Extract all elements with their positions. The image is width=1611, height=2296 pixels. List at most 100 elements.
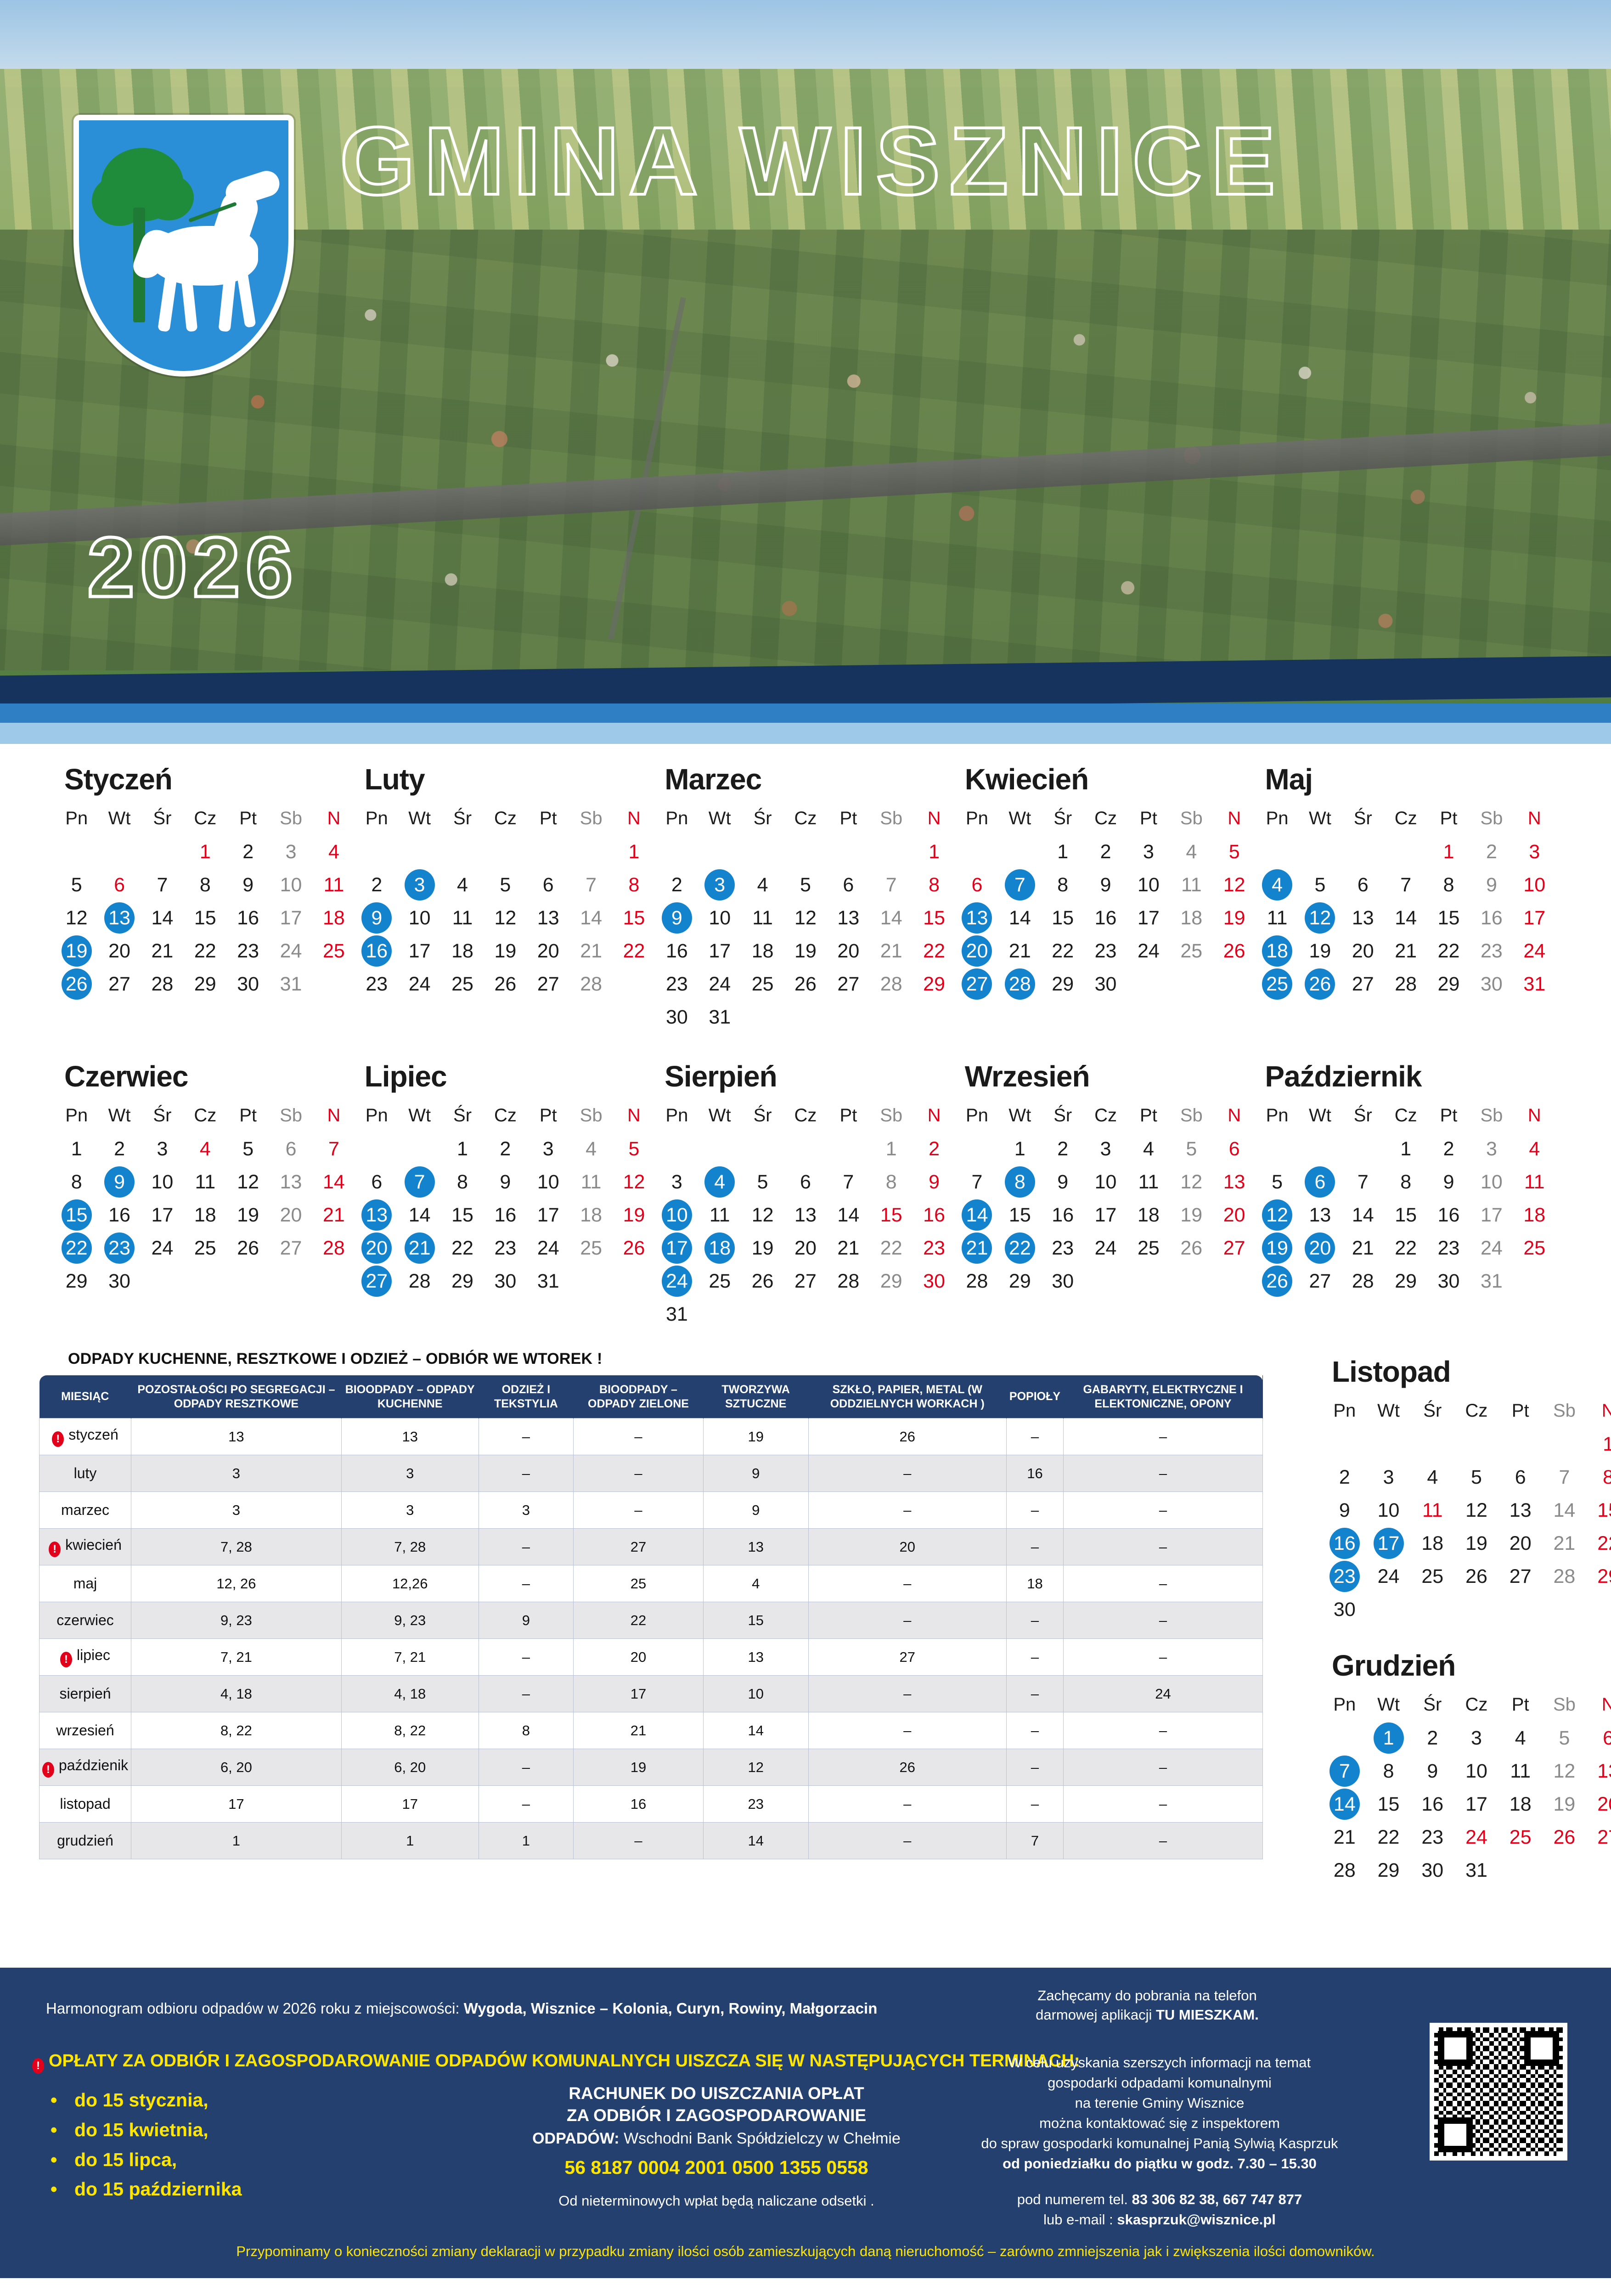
day-cell[interactable]: 10 xyxy=(1465,1760,1487,1782)
day-cell[interactable]: 29 xyxy=(1437,973,1460,995)
day-cell[interactable]: 16 xyxy=(1323,1527,1367,1560)
day-cell[interactable]: 30 xyxy=(923,1270,946,1292)
day-cell[interactable]: 2 xyxy=(929,1138,940,1160)
day-cell[interactable]: 11 xyxy=(1138,1171,1159,1193)
day-cell[interactable]: 5 xyxy=(242,1138,254,1160)
day-cell[interactable]: 5 xyxy=(1559,1727,1570,1749)
day-cell[interactable]: 5 xyxy=(1228,841,1240,863)
day-cell[interactable]: 2 xyxy=(1486,841,1497,863)
day-cell[interactable]: 1 xyxy=(1443,841,1454,863)
day-cell[interactable]: 2 xyxy=(1427,1727,1438,1749)
day-cell[interactable]: 26 xyxy=(494,973,517,995)
day-cell[interactable]: 20 xyxy=(1597,1793,1611,1815)
day-cell[interactable]: 18 xyxy=(194,1204,216,1226)
day-cell[interactable]: 28 xyxy=(837,1270,860,1292)
day-cell[interactable]: 4 xyxy=(1427,1466,1438,1488)
day-cell[interactable]: 24 xyxy=(537,1237,559,1259)
day-cell[interactable]: 7 xyxy=(971,1171,983,1193)
day-cell[interactable]: 23 xyxy=(1437,1237,1460,1259)
day-cell[interactable]: 20 xyxy=(108,940,130,962)
day-cell[interactable]: 6 xyxy=(1228,1138,1240,1160)
day-cell[interactable]: 17 xyxy=(655,1232,698,1265)
day-cell[interactable]: 9 xyxy=(1443,1171,1454,1193)
day-cell[interactable]: 21 xyxy=(580,940,603,962)
day-cell[interactable]: 18 xyxy=(1180,907,1203,929)
day-cell[interactable]: 13 xyxy=(1352,907,1374,929)
day-cell[interactable]: 3 xyxy=(698,868,741,901)
day-cell[interactable]: 15 xyxy=(1377,1793,1400,1815)
day-cell[interactable]: 18 xyxy=(1523,1204,1546,1226)
day-cell[interactable]: 30 xyxy=(1094,973,1117,995)
day-cell[interactable]: 25 xyxy=(1180,940,1203,962)
day-cell[interactable]: 17 xyxy=(280,907,302,929)
day-cell[interactable]: 28 xyxy=(580,973,603,995)
day-cell[interactable]: 27 xyxy=(794,1270,817,1292)
day-cell[interactable]: 22 xyxy=(55,1232,98,1265)
day-cell[interactable]: 11 xyxy=(580,1171,602,1193)
day-cell[interactable]: 7 xyxy=(398,1165,441,1199)
day-cell[interactable]: 14 xyxy=(1352,1204,1374,1226)
day-cell[interactable]: 3 xyxy=(671,1171,682,1193)
day-cell[interactable]: 13 xyxy=(98,901,141,934)
day-cell[interactable]: 5 xyxy=(1186,1138,1197,1160)
day-cell[interactable]: 21 xyxy=(151,940,174,962)
day-cell[interactable]: 19 xyxy=(1465,1532,1487,1554)
day-cell[interactable]: 3 xyxy=(1383,1466,1394,1488)
day-cell[interactable]: 20 xyxy=(1299,1232,1341,1265)
day-cell[interactable]: 19 xyxy=(1553,1793,1576,1815)
day-cell[interactable]: 9 xyxy=(1100,874,1111,896)
day-cell[interactable]: 19 xyxy=(1256,1232,1298,1265)
day-cell[interactable]: 9 xyxy=(1339,1499,1350,1521)
day-cell[interactable]: 14 xyxy=(880,907,902,929)
day-cell[interactable]: 12 xyxy=(1256,1199,1298,1232)
day-cell[interactable]: 26 xyxy=(55,968,98,1001)
day-cell[interactable]: 10 xyxy=(1138,874,1160,896)
day-cell[interactable]: 4 xyxy=(1529,1138,1540,1160)
day-cell[interactable]: 13 xyxy=(1223,1171,1245,1193)
day-cell[interactable]: 21 xyxy=(880,940,902,962)
day-cell[interactable]: 30 xyxy=(1333,1598,1356,1621)
day-cell[interactable]: 11 xyxy=(1510,1760,1531,1782)
phone-number[interactable]: 83 306 82 38, 667 747 877 xyxy=(1132,2191,1302,2208)
day-cell[interactable]: 2 xyxy=(114,1138,125,1160)
day-cell[interactable]: 25 xyxy=(1421,1565,1444,1587)
day-cell[interactable]: 3 xyxy=(1100,1138,1111,1160)
day-cell[interactable]: 8 xyxy=(628,874,640,896)
day-cell[interactable]: 21 xyxy=(1352,1237,1374,1259)
day-cell[interactable]: 2 xyxy=(1443,1138,1454,1160)
day-cell[interactable]: 12 xyxy=(1553,1760,1576,1782)
day-cell[interactable]: 25 xyxy=(194,1237,216,1259)
day-cell[interactable]: 14 xyxy=(956,1199,998,1232)
day-cell[interactable]: 8 xyxy=(1400,1171,1412,1193)
day-cell[interactable]: 15 xyxy=(1052,907,1074,929)
day-cell[interactable]: 21 xyxy=(1395,940,1417,962)
day-cell[interactable]: 15 xyxy=(194,907,216,929)
day-cell[interactable]: 8 xyxy=(1603,1466,1611,1488)
day-cell[interactable]: 1 xyxy=(628,841,640,863)
day-cell[interactable]: 17 xyxy=(1138,907,1160,929)
day-cell[interactable]: 22 xyxy=(623,940,645,962)
day-cell[interactable]: 24 xyxy=(709,973,731,995)
day-cell[interactable]: 8 xyxy=(1057,874,1069,896)
day-cell[interactable]: 11 xyxy=(1181,874,1202,896)
day-cell[interactable]: 20 xyxy=(537,940,559,962)
day-cell[interactable]: 21 xyxy=(956,1232,998,1265)
day-cell[interactable]: 25 xyxy=(1256,968,1298,1001)
day-cell[interactable]: 6 xyxy=(800,1171,811,1193)
day-cell[interactable]: 25 xyxy=(1138,1237,1160,1259)
day-cell[interactable]: 18 xyxy=(751,940,774,962)
day-cell[interactable]: 27 xyxy=(1509,1565,1532,1587)
day-cell[interactable]: 19 xyxy=(794,940,817,962)
day-cell[interactable]: 17 xyxy=(1465,1793,1487,1815)
day-cell[interactable]: 19 xyxy=(1309,940,1331,962)
day-cell[interactable]: 12 xyxy=(1299,901,1341,934)
day-cell[interactable]: 3 xyxy=(398,868,441,901)
email-address[interactable]: skasprzuk@wisznice.pl xyxy=(1117,2212,1276,2228)
day-cell[interactable]: 18 xyxy=(1138,1204,1160,1226)
day-cell[interactable]: 24 xyxy=(1523,940,1546,962)
day-cell[interactable]: 23 xyxy=(494,1237,517,1259)
day-cell[interactable]: 27 xyxy=(956,968,998,1001)
day-cell[interactable]: 16 xyxy=(1480,907,1503,929)
day-cell[interactable]: 23 xyxy=(237,940,259,962)
day-cell[interactable]: 28 xyxy=(880,973,902,995)
